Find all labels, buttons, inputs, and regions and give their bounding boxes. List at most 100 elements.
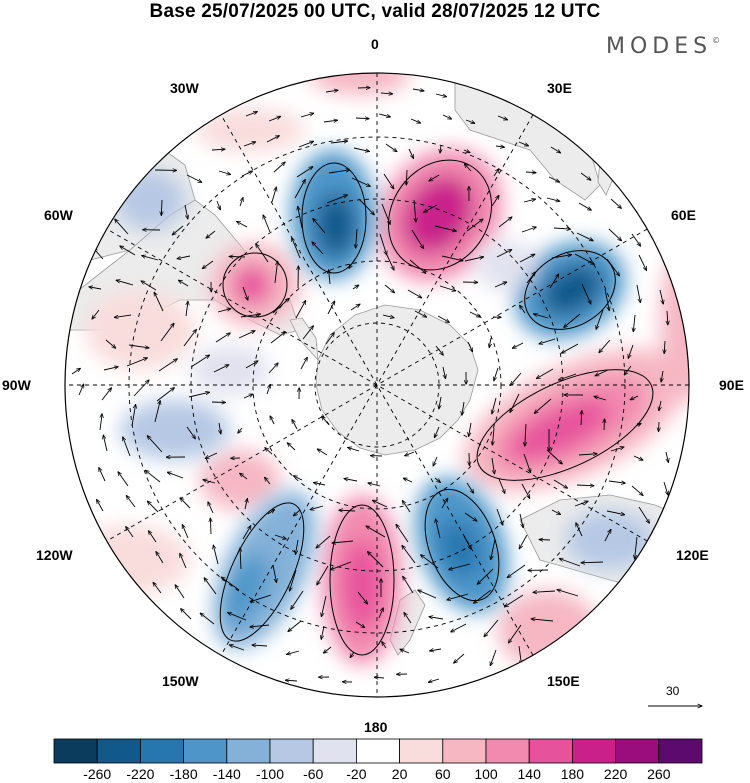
wind-arrow (561, 343, 579, 353)
wind-arrow (271, 187, 276, 203)
wind-arrow (153, 582, 162, 594)
wind-arrow (238, 331, 255, 339)
wind-arrow (181, 609, 192, 620)
wind-arrow (523, 199, 536, 203)
meridian-lines (65, 73, 689, 697)
wind-arrow (105, 339, 116, 348)
colorbar-tick-label: 220 (603, 766, 628, 782)
wind-arrow (273, 162, 285, 173)
wind-arrow (208, 502, 214, 514)
wind-arrow (525, 423, 526, 446)
wind-arrow (484, 619, 499, 637)
wind-arrow (406, 169, 407, 185)
wind-arrow (344, 479, 358, 482)
wind-arrow (521, 483, 530, 498)
wind-arrow (451, 623, 467, 632)
wind-arrow (351, 177, 370, 186)
wind-arrow (325, 333, 334, 345)
colorbar-swatch (399, 738, 444, 764)
wind-arrow (97, 500, 104, 512)
wind-arrow (274, 261, 278, 284)
wind-arrow (411, 229, 424, 249)
lon-label-0: 0 (371, 36, 379, 52)
wind-arrow (521, 227, 536, 233)
wind-arrow (228, 613, 247, 621)
wind-arrow (329, 270, 330, 285)
wind-arrow (190, 355, 210, 368)
anomaly-pos-east (660, 240, 689, 400)
wind-arrow (323, 120, 338, 122)
wind-arrow (494, 367, 499, 381)
wind-arrow (661, 370, 663, 382)
wind-arrow (405, 451, 415, 456)
wind-arrow (352, 285, 359, 290)
colorbar-tick-label: -260 (83, 766, 112, 782)
colorbar-swatch (139, 738, 184, 764)
wind-arrow (118, 472, 129, 487)
lon-label-90e: 90E (719, 377, 744, 393)
wind-arrow (382, 642, 387, 649)
wind-arrow (559, 559, 581, 567)
wind-arrow (606, 510, 625, 515)
colorbar-tick-label: 20 (391, 766, 408, 782)
wind-arrow (624, 365, 632, 375)
wind-arrow (666, 451, 668, 462)
wind-arrow (374, 677, 385, 678)
wind-arrow (126, 527, 134, 538)
brand-mark: © (712, 36, 721, 45)
wind-arrow (534, 398, 552, 413)
wind-arrow (494, 282, 507, 288)
contour-pos-indian (476, 369, 654, 481)
wind-arrow (549, 274, 559, 289)
wind-arrow (310, 505, 324, 510)
wind-arrow (357, 591, 368, 604)
wind-arrow (402, 501, 411, 513)
wind-arrow (546, 449, 562, 464)
anomaly-neg-pacific-east-core (438, 518, 482, 578)
wind-arrow (428, 678, 440, 682)
wind-arrow (186, 301, 188, 317)
wind-arrow (533, 314, 549, 319)
colorbar-swatch (96, 738, 141, 764)
wind-arrow (628, 344, 634, 358)
wind-arrow (396, 524, 409, 543)
wind-arrow (610, 198, 621, 208)
wind-arrow (355, 621, 365, 628)
wind-arrow (148, 531, 157, 543)
wind-arrow (564, 313, 581, 328)
brand-text: MODES (606, 34, 713, 59)
wind-arrow (268, 116, 281, 122)
wind-arrow (664, 340, 665, 354)
wind-arrow (454, 653, 465, 663)
contour-neg-pacific-east (424, 488, 500, 602)
wind-arrow (508, 624, 522, 643)
lon-label-30e: 30E (547, 80, 572, 96)
anomaly-pos-southamerica-core (232, 265, 272, 305)
anomaly-neg-west (120, 400, 230, 460)
wind-arrow (263, 215, 271, 233)
wind-arrow (167, 472, 184, 479)
wind-arrow (182, 525, 189, 539)
wind-arrow (638, 506, 649, 523)
wind-arrow (298, 141, 314, 148)
wind-arrow (533, 591, 556, 592)
wind-arrow (302, 326, 313, 340)
wind-arrow (317, 565, 329, 585)
wind-arrow (441, 255, 463, 261)
wind-arrow (551, 255, 571, 259)
wind-arrow (536, 368, 554, 379)
wind-arrow (520, 305, 526, 314)
wind-arrow (158, 359, 177, 372)
wind-arrow (292, 238, 301, 259)
wind-arrow (266, 384, 270, 395)
wind-arrow (156, 552, 164, 564)
wind-arrow (439, 396, 441, 409)
anomaly-pos-north (310, 73, 410, 95)
colorbar (53, 738, 703, 764)
wind-arrow (594, 396, 607, 401)
wind-arrow (154, 401, 160, 423)
wind-arrow (268, 363, 278, 374)
wind-arrow (409, 259, 426, 273)
wind-arrow (467, 341, 473, 352)
wind-arrow (403, 478, 413, 483)
